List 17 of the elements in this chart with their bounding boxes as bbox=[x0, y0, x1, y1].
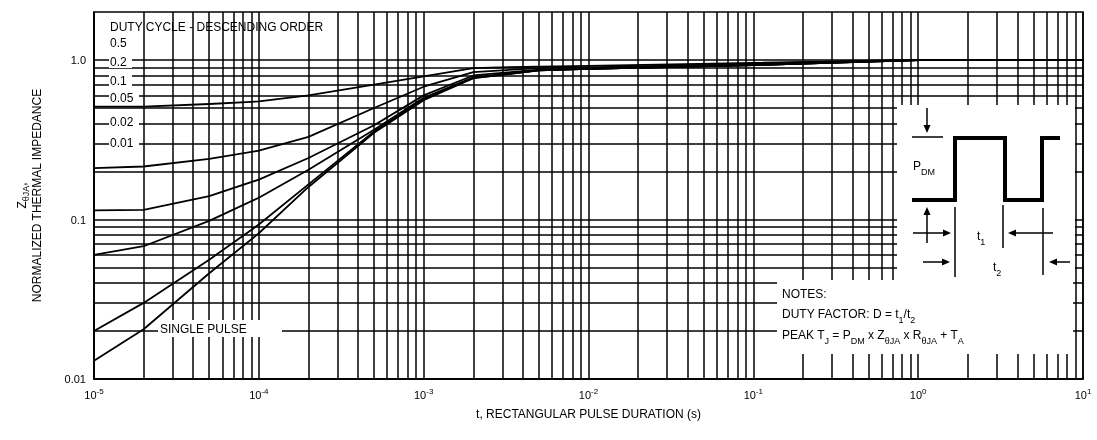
annotation: 0.02 bbox=[110, 115, 134, 129]
annotation: 0.2 bbox=[110, 55, 128, 69]
annotation: 0.5 bbox=[110, 36, 128, 50]
annotation: P$_{DM}$ bbox=[913, 159, 936, 177]
y-tick-label: 0.01 bbox=[64, 373, 86, 385]
x-axis-title: t, RECTANGULAR PULSE DURATION (s) bbox=[476, 407, 701, 421]
y-tick-label: 1.0 bbox=[70, 54, 86, 67]
y-tick-label: 0.1 bbox=[70, 213, 86, 226]
annotation: NOTES: bbox=[782, 287, 827, 301]
text: PEAK T$_{J}$ = P$_{DM}$ x Z$_{θJA}$ x R$_{θJA}$ + T$_{A}$ bbox=[782, 328, 964, 346]
annotation: DUTY FACTOR: D = t$_{1}$/t$_{2}$ bbox=[782, 307, 916, 325]
annotation: 0.01 bbox=[110, 136, 134, 150]
annotation: 0.05 bbox=[110, 91, 134, 105]
annotation: t$_{2}$ bbox=[993, 260, 1002, 278]
annotation: t$_{1}$ bbox=[977, 229, 986, 247]
annotation: 0.1 bbox=[110, 74, 128, 88]
annotation: SINGLE PULSE bbox=[160, 322, 247, 336]
